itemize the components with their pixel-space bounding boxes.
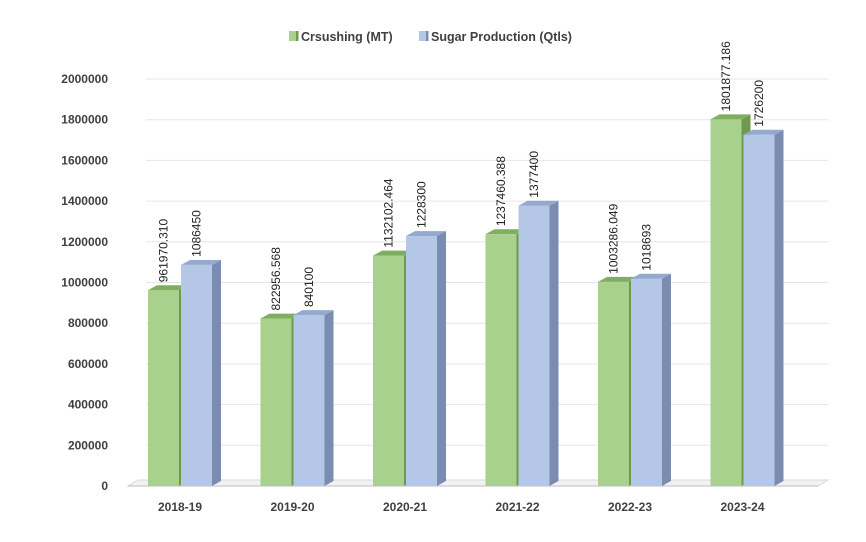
bar-top bbox=[631, 273, 671, 279]
bar-top bbox=[485, 229, 526, 235]
x-axis-ticks: 2018-19 2019-20 2020-21 2021-22 2022-23 2023-… bbox=[158, 500, 765, 514]
legend-swatch-side bbox=[426, 31, 429, 41]
data-label: 1237460.388 bbox=[494, 156, 508, 226]
data-label: 1132102.464 bbox=[382, 178, 396, 248]
legend-swatch bbox=[419, 31, 426, 41]
data-label: 1003286.049 bbox=[607, 203, 621, 273]
bar-front bbox=[148, 290, 179, 486]
data-label: 840100 bbox=[302, 267, 316, 307]
bar-top bbox=[710, 114, 751, 120]
legend-label: Sugar Production (Qtls) bbox=[431, 30, 572, 44]
y-tick-label: 200000 bbox=[68, 438, 108, 452]
bar-front bbox=[260, 318, 292, 486]
bar-front bbox=[373, 255, 404, 486]
data-label: 1228300 bbox=[415, 181, 429, 228]
y-tick-label: 400000 bbox=[68, 398, 108, 412]
bar-side bbox=[212, 259, 221, 486]
bar-side bbox=[437, 231, 446, 486]
bar bbox=[743, 129, 784, 486]
y-tick-label: 0 bbox=[101, 479, 108, 493]
bar-front bbox=[181, 264, 212, 486]
bar bbox=[406, 231, 446, 486]
data-label: 1377400 bbox=[527, 151, 541, 198]
bar-side bbox=[549, 200, 559, 487]
bar-top bbox=[598, 276, 638, 282]
data-label: 1726200 bbox=[752, 80, 766, 127]
x-tick-label: 2020-21 bbox=[383, 500, 427, 514]
data-label: 1086450 bbox=[190, 210, 204, 257]
x-tick-label: 2018-19 bbox=[158, 500, 202, 514]
x-tick-label: 2019-20 bbox=[270, 500, 314, 514]
bar-front bbox=[518, 205, 550, 486]
bar-front bbox=[293, 315, 325, 486]
y-tick-label: 1800000 bbox=[61, 113, 108, 127]
data-label: 822956.568 bbox=[269, 247, 283, 311]
bar-top bbox=[260, 313, 301, 319]
data-label: 961970.310 bbox=[157, 219, 171, 283]
legend-label: Crsushing (MT) bbox=[301, 30, 393, 44]
legend-swatch-side bbox=[296, 31, 299, 41]
y-tick-label: 800000 bbox=[68, 316, 108, 330]
x-tick-label: 2021-22 bbox=[495, 500, 539, 514]
x-tick-label: 2023-24 bbox=[720, 500, 764, 514]
bar-top bbox=[181, 259, 221, 265]
bar-side bbox=[662, 273, 671, 486]
bar bbox=[518, 200, 559, 487]
bar-top bbox=[743, 129, 784, 135]
y-tick-label: 600000 bbox=[68, 357, 108, 371]
y-tick-label: 1600000 bbox=[61, 153, 108, 167]
y-tick-label: 1200000 bbox=[61, 235, 108, 249]
legend-item: Sugar Production (Qtls) bbox=[419, 30, 572, 44]
data-label: 1801877.186 bbox=[719, 41, 733, 111]
bar-front bbox=[710, 119, 742, 486]
bar-side bbox=[324, 310, 334, 486]
bar-series bbox=[148, 114, 784, 487]
data-label: 1018693 bbox=[640, 224, 654, 271]
bar-front bbox=[598, 281, 629, 486]
legend-swatch bbox=[289, 31, 296, 41]
legend: Crsushing (MT) Sugar Production (Qtls) bbox=[289, 30, 572, 44]
bar bbox=[181, 259, 221, 486]
bar-side bbox=[774, 129, 784, 486]
bar bbox=[631, 273, 671, 486]
bar-front bbox=[743, 134, 775, 486]
bar-top bbox=[406, 231, 446, 237]
bar-top bbox=[373, 250, 413, 256]
x-tick-label: 2022-23 bbox=[608, 500, 652, 514]
legend-item: Crsushing (MT) bbox=[289, 30, 393, 44]
bar-top bbox=[293, 310, 334, 316]
bar-front bbox=[485, 234, 517, 486]
bar-top bbox=[518, 200, 559, 206]
y-tick-label: 1000000 bbox=[61, 276, 108, 290]
y-axis-ticks: 0 200000 400000 600000 800000 1000000 1200000 1… bbox=[61, 72, 108, 493]
bar-front bbox=[406, 236, 437, 486]
y-tick-label: 2000000 bbox=[61, 72, 108, 86]
bar-top bbox=[148, 285, 188, 291]
data-labels: 961970.310 1086450 822956.568 840100 1132102… bbox=[157, 41, 767, 311]
bar bbox=[293, 310, 334, 486]
bar-front bbox=[631, 278, 662, 486]
y-tick-label: 1400000 bbox=[61, 194, 108, 208]
